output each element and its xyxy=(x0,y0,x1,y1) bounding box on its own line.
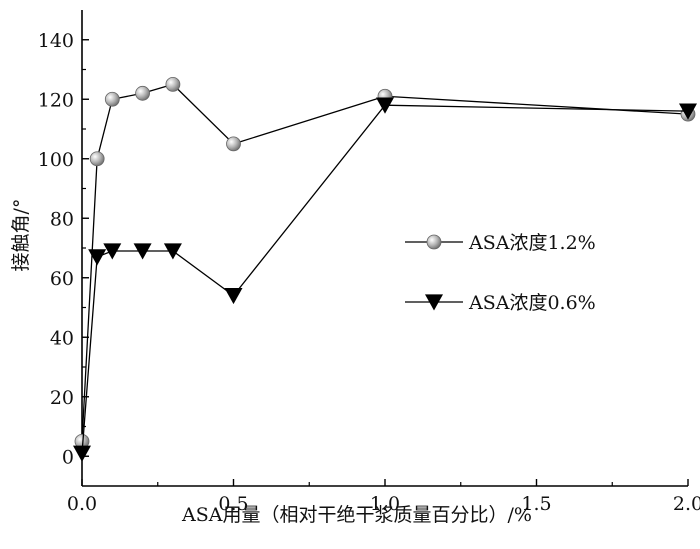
x-tick-label: 1.5 xyxy=(521,493,551,515)
legend-item: ASA浓度0.6% xyxy=(405,292,596,314)
y-tick-label: 60 xyxy=(50,268,74,290)
legend: ASA浓度1.2% ASA浓度0.6% xyxy=(405,232,596,314)
legend-label: ASA浓度0.6% xyxy=(468,292,596,314)
y-tick-label: 20 xyxy=(50,387,74,409)
x-tick-label: 1.0 xyxy=(370,493,400,515)
x-tick-label: 2.0 xyxy=(673,493,700,515)
x-tick-label: 0.5 xyxy=(218,493,248,515)
triangle-point xyxy=(163,243,182,260)
legend-label: ASA浓度1.2% xyxy=(468,232,596,254)
circle-point xyxy=(135,85,151,101)
x-axis-label: ASA用量（相对干绝干浆质量百分比）/% xyxy=(181,504,532,526)
y-tick-label: 100 xyxy=(38,149,74,171)
legend-triangle-marker xyxy=(425,294,443,311)
triangle-point xyxy=(73,445,91,462)
circle-point xyxy=(165,76,181,92)
series-line xyxy=(81,104,689,454)
legend-circle-marker xyxy=(426,234,442,250)
y-tick-label: 140 xyxy=(38,30,74,52)
triangle-point xyxy=(88,249,107,266)
circle-point xyxy=(104,91,120,107)
triangle-point xyxy=(133,243,152,260)
x-tick-label: 0.0 xyxy=(67,493,97,515)
y-axis-label: 接触角/° xyxy=(10,199,32,272)
triangle-point xyxy=(376,97,394,114)
y-tick-label: 0 xyxy=(62,446,74,468)
series-line xyxy=(81,83,689,442)
triangle-point xyxy=(679,103,697,120)
series-2 xyxy=(73,97,697,462)
y-tick-label: 120 xyxy=(38,89,74,111)
triangle-point xyxy=(224,287,243,305)
legend-item: ASA浓度1.2% xyxy=(405,232,596,254)
circle-point xyxy=(89,151,105,167)
series-1 xyxy=(74,76,696,449)
y-tick-label: 80 xyxy=(50,208,74,230)
y-tick-label: 40 xyxy=(50,327,74,349)
circle-point xyxy=(226,136,241,152)
triangle-point xyxy=(103,243,122,260)
axis-ticks: 0.0 0.5 1.0 1.5 2.0 0 20 40 60 80 100 120 140 xyxy=(38,30,700,515)
series-layer xyxy=(73,76,697,462)
